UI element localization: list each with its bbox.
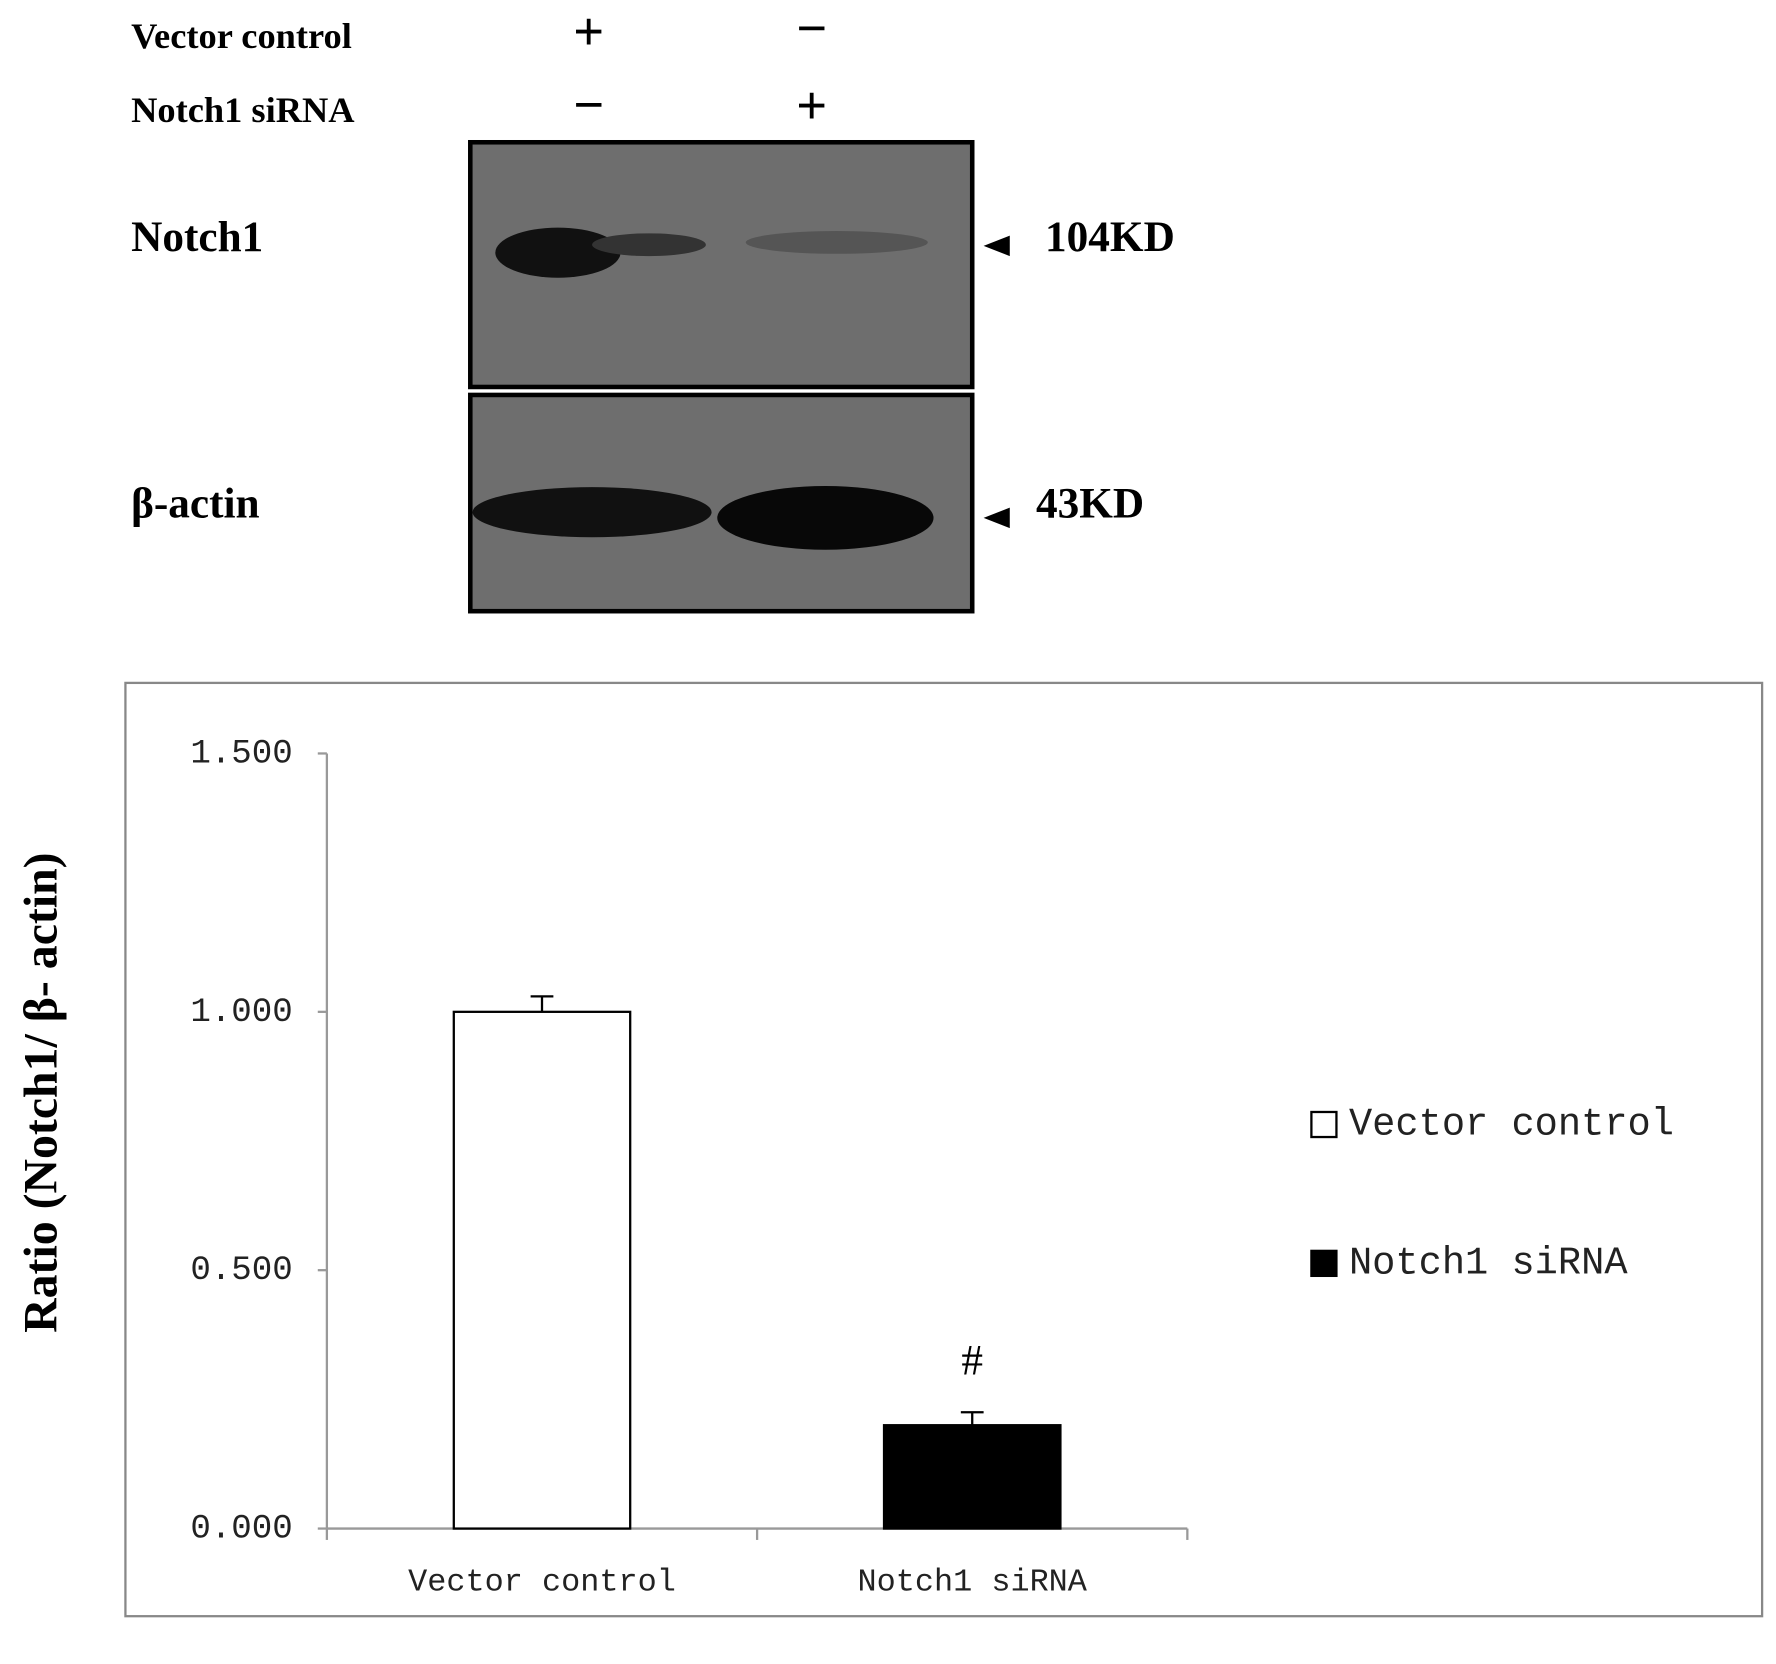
arrow <box>983 235 1010 257</box>
x-tick-label: Vector control <box>408 1563 676 1600</box>
annotation: # <box>961 1336 983 1384</box>
band <box>717 485 934 550</box>
row-label: Notch1 siRNA <box>131 90 355 130</box>
y-tick-label: 1.000 <box>190 994 292 1032</box>
legend-swatch <box>1310 1110 1338 1139</box>
chart-frame <box>124 681 1764 1618</box>
western-blot: Vector control Notch1 siRNA + − − + Notc… <box>131 0 1175 614</box>
band-size: 43KD <box>1036 480 1144 528</box>
band <box>472 487 712 538</box>
band-label: β-actin <box>131 480 259 528</box>
y-axis-label: Ratio (Notch1/ β- actin) <box>15 852 68 1333</box>
y-tick-label: 0.000 <box>190 1511 292 1549</box>
sign: − <box>796 0 827 59</box>
arrow <box>983 507 1010 529</box>
band <box>495 227 621 278</box>
sign: + <box>573 1 604 62</box>
legend-swatch <box>1310 1249 1338 1278</box>
band <box>592 233 706 257</box>
y-tick-label: 0.500 <box>190 1252 292 1290</box>
y-tick-label: 1.500 <box>190 735 292 773</box>
sign: − <box>573 74 604 135</box>
band <box>745 231 928 254</box>
band-label: Notch1 <box>131 213 263 261</box>
bar <box>882 1424 1062 1530</box>
legend-label: Notch1 siRNA <box>1349 1242 1628 1286</box>
row-label: Vector control <box>131 16 352 56</box>
sign: + <box>796 75 827 136</box>
band-size: 104KD <box>1045 213 1175 261</box>
legend-label: Vector control <box>1349 1103 1674 1147</box>
bar <box>452 1010 632 1530</box>
x-tick-label: Notch1 siRNA <box>858 1563 1088 1600</box>
